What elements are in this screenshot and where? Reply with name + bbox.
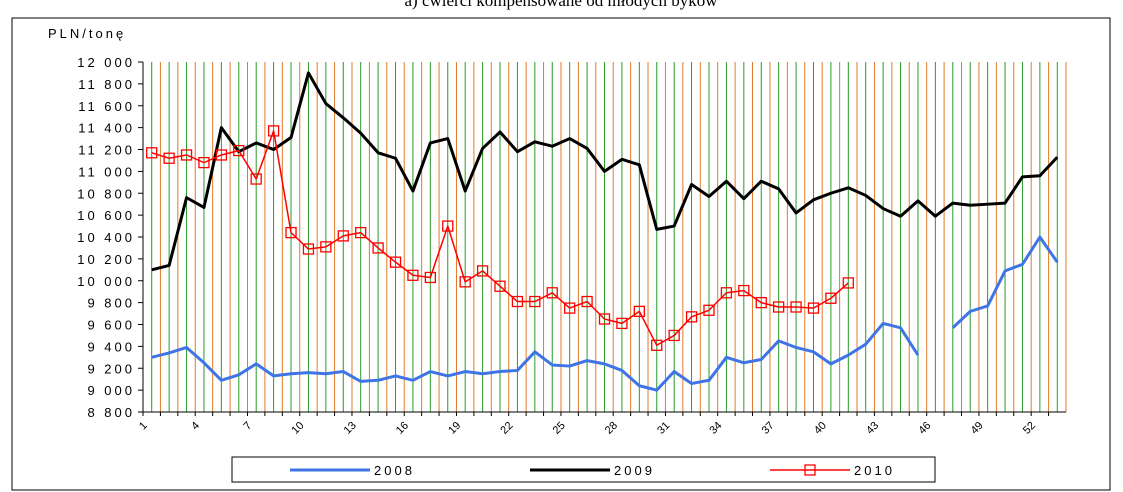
series-marker bbox=[755, 296, 767, 309]
series-marker bbox=[267, 125, 280, 137]
series-line bbox=[151, 71, 1059, 272]
series-marker bbox=[476, 265, 489, 277]
series-marker bbox=[511, 295, 524, 308]
series-marker bbox=[320, 241, 332, 253]
y-tick-label: 11 400 bbox=[78, 121, 135, 136]
series-marker bbox=[337, 230, 349, 242]
series-marker bbox=[442, 220, 454, 232]
series-marker bbox=[720, 287, 733, 299]
series-marker bbox=[215, 149, 228, 161]
series-marker bbox=[389, 256, 402, 268]
series-marker bbox=[825, 292, 837, 304]
y-tick-label: 10 000 bbox=[77, 274, 135, 289]
series-line bbox=[151, 130, 849, 347]
series-marker bbox=[146, 147, 158, 159]
series-marker bbox=[424, 271, 436, 284]
series-marker bbox=[633, 305, 645, 318]
series-marker bbox=[564, 302, 576, 314]
y-tick-label: 9 600 bbox=[87, 318, 135, 333]
y-tick-label: 10 400 bbox=[77, 230, 135, 245]
y-tick-label: 9 000 bbox=[87, 383, 135, 398]
series-marker bbox=[180, 149, 193, 161]
series-marker bbox=[703, 304, 715, 316]
series-marker bbox=[790, 301, 802, 313]
series-marker bbox=[494, 280, 506, 292]
legend-label: 2010 bbox=[854, 463, 895, 478]
series-marker bbox=[302, 243, 315, 255]
y-tick-label: 12 000 bbox=[77, 55, 135, 70]
y-tick-label: 9 200 bbox=[87, 361, 135, 376]
y-tick-label: 10 800 bbox=[77, 186, 135, 201]
y-tick-label: 10 200 bbox=[77, 252, 135, 267]
series-marker bbox=[807, 302, 820, 314]
y-tick-label: 11 800 bbox=[78, 77, 135, 92]
legend-label: 2009 bbox=[614, 463, 655, 478]
series-marker bbox=[163, 152, 175, 164]
chart-title: a) ćwierci kompensowane od młodych byków bbox=[405, 0, 719, 10]
y-tick-label: 9 400 bbox=[87, 339, 135, 354]
series-marker bbox=[738, 284, 750, 297]
series-marker bbox=[546, 287, 558, 299]
series-marker bbox=[598, 313, 611, 325]
series-marker bbox=[651, 339, 663, 351]
series-marker bbox=[407, 269, 419, 281]
legend-marker bbox=[804, 464, 816, 476]
series-marker bbox=[685, 311, 698, 323]
series-marker bbox=[372, 242, 384, 254]
legend-label: 2008 bbox=[374, 463, 415, 478]
y-tick-label: 10 600 bbox=[77, 208, 135, 223]
series-line bbox=[151, 321, 920, 392]
series-marker bbox=[285, 226, 297, 239]
series-marker bbox=[529, 295, 541, 308]
series-marker bbox=[581, 295, 593, 308]
y-tick-label: 8 800 bbox=[87, 405, 135, 420]
series-marker bbox=[842, 277, 854, 289]
y-tick-label: 11 000 bbox=[78, 164, 135, 179]
series-marker bbox=[773, 301, 785, 313]
y-tick-label: 9 800 bbox=[87, 296, 135, 311]
series-marker bbox=[198, 156, 210, 169]
y-tick-label: 11 600 bbox=[78, 99, 135, 114]
series-marker bbox=[355, 226, 367, 239]
series-marker bbox=[459, 276, 471, 288]
series-marker bbox=[233, 144, 245, 157]
series-marker bbox=[616, 317, 628, 330]
series-line bbox=[951, 235, 1059, 329]
y-tick-label: 11 200 bbox=[78, 143, 135, 158]
series-marker bbox=[250, 173, 262, 185]
series-marker bbox=[668, 329, 680, 342]
y-axis-label: PLN/tonę bbox=[48, 26, 126, 41]
